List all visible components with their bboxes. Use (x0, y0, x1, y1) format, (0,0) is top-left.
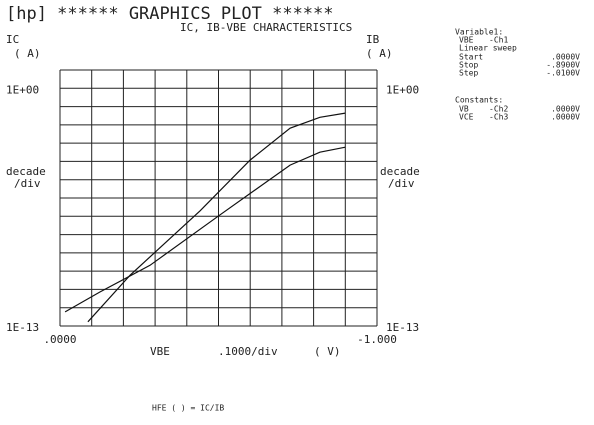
panel-chan: -Ch2 (489, 105, 508, 114)
scale-label: decade (380, 165, 420, 178)
y-unit: ( A) (14, 47, 41, 60)
y-tick-label: 1E+00 (6, 83, 39, 96)
scale-label: /div (388, 177, 415, 190)
y2-tick-label: 1E-13 (386, 321, 419, 334)
chart-title: [hp] ****** GRAPHICS PLOT ****** (6, 4, 334, 24)
scale-label: decade (6, 165, 46, 178)
y2-tick-label: 1E+00 (386, 83, 419, 96)
y2-unit: ( A) (366, 47, 393, 60)
curve (87, 112, 346, 323)
panel-key: VCE (459, 113, 474, 122)
x-unit: ( V) (314, 345, 341, 358)
scale-label: /div (14, 177, 41, 190)
y-label: IC (6, 33, 19, 46)
panel-title: Constants: (455, 96, 503, 105)
panel-title: Variable1: (455, 28, 503, 37)
x-tick-label: .0000 (43, 333, 76, 346)
y-tick-label: 1E-13 (6, 321, 39, 334)
x-tick-label: -1.000 (357, 333, 397, 346)
panel-val: .0000V (551, 113, 580, 122)
x-scale-label: .1000/div (218, 345, 278, 358)
footer: HFE ( ) = IC/IB (152, 404, 224, 413)
x-label: VBE (150, 345, 170, 358)
grid (59, 69, 378, 327)
panel-val: -.8900V (546, 61, 580, 70)
panel-key: Stop (459, 61, 478, 70)
panel-val: .0000V (551, 105, 580, 114)
panel-var: VBE (459, 36, 474, 45)
panel-sweep: Linear sweep (459, 44, 517, 53)
panel-chan: -Ch3 (489, 113, 508, 122)
panel-val: -.0100V (546, 69, 580, 78)
panel-key: Start (459, 53, 483, 62)
panel-key: VB (459, 105, 469, 114)
panel-val: .0000V (551, 53, 580, 62)
y2-label: IB (366, 33, 380, 46)
chart-subtitle: IC, IB-VBE CHARACTERISTICS (180, 21, 352, 34)
curve (64, 146, 346, 313)
panel-chan: -Ch1 (489, 36, 508, 45)
panel-key: Step (459, 69, 478, 78)
